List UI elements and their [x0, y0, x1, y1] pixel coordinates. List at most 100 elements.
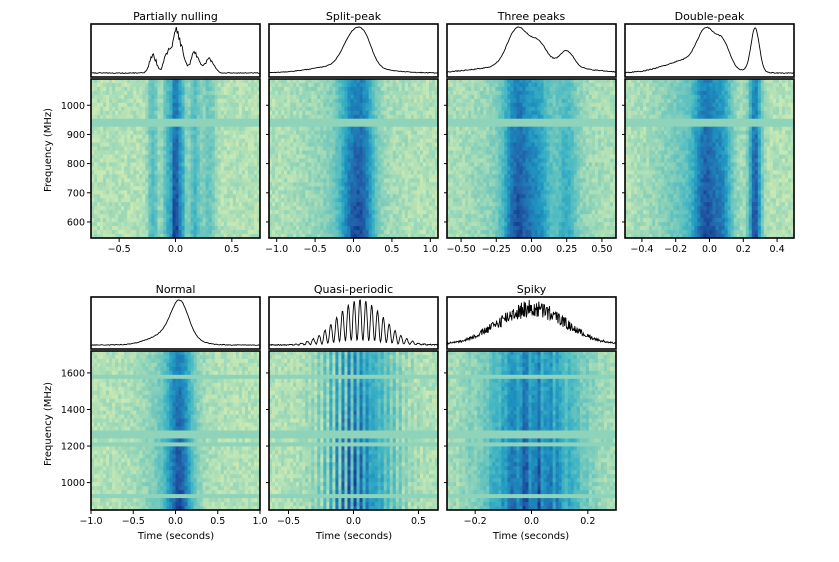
heatmap-cell: [416, 202, 421, 207]
heatmap-cell: [241, 222, 246, 227]
heatmap-cell: [229, 110, 234, 116]
heatmap-cell: [290, 226, 294, 231]
heatmap-cell: [428, 118, 433, 124]
heatmap-cell: [238, 146, 243, 151]
heatmap-cell: [413, 114, 418, 120]
heatmap-cell: [157, 114, 161, 120]
heatmap-cell: [603, 98, 608, 104]
heatmap-cell: [256, 79, 260, 84]
heatmap-cell: [148, 79, 152, 84]
y-tick-label: 700: [67, 188, 85, 199]
heatmap-cell: [196, 134, 201, 140]
heatmap-cell: [501, 82, 505, 88]
heatmap-cell: [172, 178, 176, 183]
heatmap-cell: [163, 170, 167, 175]
heatmap-cell: [329, 82, 333, 88]
heatmap-cell: [235, 150, 240, 155]
heatmap-cell: [220, 190, 225, 195]
heatmap-cell: [395, 86, 400, 92]
heatmap-cell: [413, 118, 418, 124]
heatmap-cell: [305, 198, 309, 203]
heatmap-cell: [130, 174, 134, 179]
heatmap-cell: [211, 79, 216, 84]
heatmap-cell: [335, 114, 339, 120]
heatmap-cell: [196, 142, 201, 147]
heatmap-cell: [606, 98, 611, 104]
heatmap-cell: [178, 122, 182, 128]
heatmap-cell: [377, 106, 382, 112]
heatmap-cell: [290, 158, 294, 163]
heatmap-cell: [181, 154, 185, 159]
heatmap-cell: [109, 194, 113, 199]
heatmap-cell: [407, 98, 412, 104]
heatmap-cell: [226, 154, 231, 159]
heatmap-cell: [175, 218, 179, 223]
heatmap-cell: [335, 150, 339, 155]
heatmap-cell: [127, 98, 131, 104]
heatmap-cell: [148, 178, 152, 183]
heatmap-cell: [115, 162, 119, 167]
heatmap-cell: [220, 110, 225, 116]
heatmap-cell: [314, 82, 318, 88]
heatmap-cell: [145, 222, 149, 227]
heatmap-cell: [220, 138, 225, 144]
heatmap-cell: [272, 126, 276, 132]
heatmap-cell: [91, 206, 95, 211]
heatmap-cell: [181, 142, 185, 147]
heatmap-cell: [178, 226, 182, 231]
heatmap-cell: [347, 102, 351, 108]
heatmap-cell: [160, 142, 164, 147]
heatmap-cell: [374, 106, 379, 112]
heatmap-cell: [612, 90, 616, 96]
heatmap-cell: [374, 182, 379, 187]
heatmap-cell: [287, 194, 291, 199]
heatmap-cell: [326, 210, 330, 215]
heatmap-cell: [368, 186, 373, 191]
heatmap-cell: [178, 158, 182, 163]
heatmap-cell: [211, 214, 216, 219]
heatmap-cell: [359, 114, 363, 120]
heatmap-cell: [356, 142, 360, 147]
heatmap-cell: [588, 102, 593, 108]
heatmap-cell: [395, 106, 400, 112]
heatmap-cell: [229, 86, 234, 92]
heatmap-cell: [612, 98, 616, 104]
heatmap-cell: [281, 90, 285, 96]
heatmap-cell: [410, 234, 415, 238]
heatmap-cell: [241, 226, 246, 231]
heatmap-cell: [317, 210, 321, 215]
heatmap-cell: [284, 79, 288, 84]
heatmap-cell: [133, 130, 137, 136]
heatmap-cell: [293, 230, 297, 235]
heatmap-cell: [326, 230, 330, 235]
heatmap-cell: [293, 226, 297, 231]
heatmap-cell: [208, 86, 213, 92]
heatmap-cell: [407, 82, 412, 88]
heatmap-cell: [383, 94, 388, 100]
heatmap-cell: [332, 206, 336, 211]
heatmap-cell: [109, 150, 113, 155]
heatmap-cell: [223, 234, 228, 238]
heatmap-cell: [202, 114, 207, 120]
heatmap-cell: [223, 122, 228, 128]
heatmap-cell: [208, 206, 213, 211]
heatmap-cell: [371, 142, 376, 147]
heatmap-cell: [398, 190, 403, 195]
heatmap-cell: [178, 222, 182, 227]
heatmap-cell: [202, 222, 207, 227]
heatmap-cell: [428, 162, 433, 167]
heatmap-cell: [190, 154, 195, 159]
heatmap-cell: [142, 150, 146, 155]
heatmap-cell: [145, 230, 149, 235]
heatmap-cell: [145, 226, 149, 231]
heatmap-cell: [305, 214, 309, 219]
heatmap-cell: [181, 206, 185, 211]
heatmap-cell: [543, 102, 547, 108]
heatmap-cell: [235, 134, 240, 140]
heatmap-cell: [196, 218, 201, 223]
heatmap-cell: [278, 134, 282, 140]
heatmap-cell: [139, 202, 143, 207]
heatmap-cell: [284, 142, 288, 147]
heatmap-cell: [223, 146, 228, 151]
heatmap-cell: [160, 126, 164, 132]
